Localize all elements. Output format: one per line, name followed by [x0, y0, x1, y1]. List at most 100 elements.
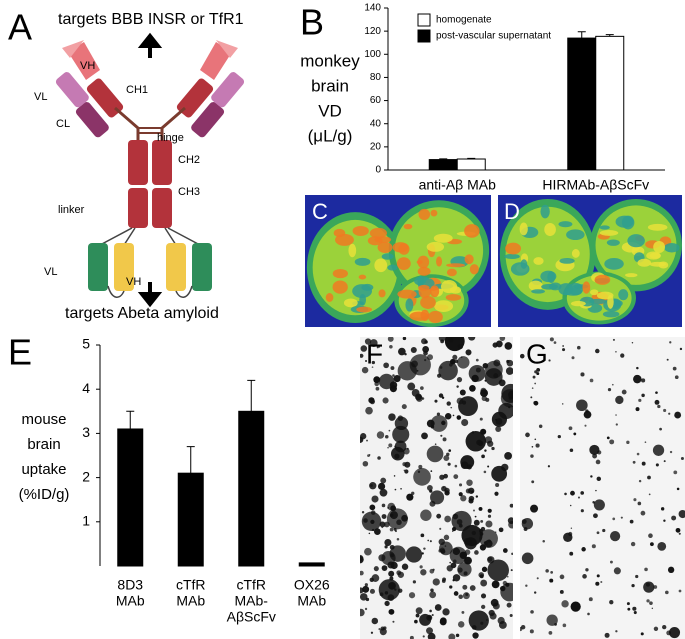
plaque	[383, 521, 390, 528]
y-tick-label: 0	[375, 165, 381, 176]
panel-label: D	[504, 199, 520, 224]
bar	[567, 37, 597, 171]
plaque	[561, 403, 564, 405]
plaque	[676, 487, 680, 491]
signal	[348, 243, 357, 258]
plaque	[414, 619, 418, 624]
plaque	[419, 565, 423, 569]
plaque	[651, 607, 654, 610]
vh-domain	[68, 42, 100, 80]
plaque	[679, 347, 683, 351]
plaque	[364, 547, 372, 556]
signal	[544, 222, 556, 237]
plaque	[379, 521, 386, 528]
plaque	[364, 338, 372, 345]
plaque	[378, 628, 381, 631]
plaque	[443, 455, 450, 462]
y-tick-label: 20	[370, 141, 382, 152]
plaque	[595, 348, 600, 354]
plaque	[436, 513, 442, 519]
plaque	[613, 567, 621, 575]
signal	[469, 264, 479, 275]
plaque	[471, 530, 477, 536]
panel-label: A	[8, 7, 32, 48]
vh-tip	[62, 40, 84, 58]
plaque	[468, 610, 489, 631]
plaque	[509, 613, 513, 618]
plaque	[381, 565, 388, 571]
plaque	[360, 608, 365, 617]
plaque	[568, 426, 573, 431]
plaque	[371, 617, 379, 625]
plaque	[674, 411, 682, 419]
plaque	[487, 556, 493, 562]
signal	[589, 298, 607, 304]
plaque	[536, 372, 540, 376]
plaque	[643, 581, 655, 593]
plaque	[441, 420, 446, 426]
signal	[428, 310, 443, 324]
plaque	[495, 426, 502, 433]
bar	[298, 562, 325, 567]
plaque	[394, 416, 409, 431]
signal	[627, 234, 645, 248]
plaque	[668, 627, 681, 639]
plaque	[452, 414, 455, 417]
plaque	[487, 508, 492, 513]
plaque	[507, 576, 509, 578]
plaque	[615, 630, 618, 633]
plaque	[369, 577, 374, 582]
plaque	[635, 574, 639, 579]
plaque	[481, 454, 485, 459]
signal	[418, 284, 430, 291]
plaque	[641, 378, 646, 383]
plaque	[392, 620, 395, 623]
plaque	[380, 477, 387, 484]
plaque	[371, 360, 376, 365]
plaque	[498, 621, 507, 629]
plaque	[663, 408, 667, 413]
plaque	[420, 533, 425, 538]
plaque	[520, 353, 525, 359]
plaque	[415, 607, 423, 615]
plaque	[654, 399, 660, 405]
signal	[653, 240, 666, 253]
signal	[618, 289, 629, 301]
y-axis-label: monkey	[300, 51, 360, 70]
plaque	[536, 368, 541, 372]
plaque	[671, 515, 677, 521]
plaque	[653, 585, 658, 589]
signal	[540, 204, 550, 219]
signal	[397, 289, 417, 299]
error-bar	[439, 158, 448, 160]
part-label: VH	[126, 276, 141, 288]
plaque	[483, 470, 487, 474]
plaque	[361, 511, 365, 514]
plaque	[498, 527, 504, 533]
x-tick-label: OX26	[294, 577, 330, 593]
plaque	[615, 350, 617, 353]
plaque	[590, 475, 593, 478]
plaque	[365, 406, 373, 415]
plaque	[548, 631, 553, 635]
plaque	[369, 482, 377, 490]
plaque	[429, 591, 437, 599]
plaque	[506, 359, 510, 364]
plaque	[631, 342, 634, 344]
plaque	[494, 531, 497, 533]
plaque	[454, 464, 458, 468]
plaque	[499, 337, 506, 341]
plaque	[678, 509, 685, 519]
scfv-vl	[88, 243, 108, 291]
plaque	[362, 585, 370, 593]
plaque	[480, 526, 486, 532]
plaque	[655, 463, 659, 467]
plaque	[432, 568, 435, 571]
plaque	[436, 412, 441, 416]
panel-label: E	[8, 332, 32, 373]
plaque	[530, 504, 539, 513]
plaque	[588, 597, 593, 602]
arrow-down	[137, 282, 163, 308]
scfv-vh	[114, 243, 134, 291]
plaque	[657, 404, 661, 409]
